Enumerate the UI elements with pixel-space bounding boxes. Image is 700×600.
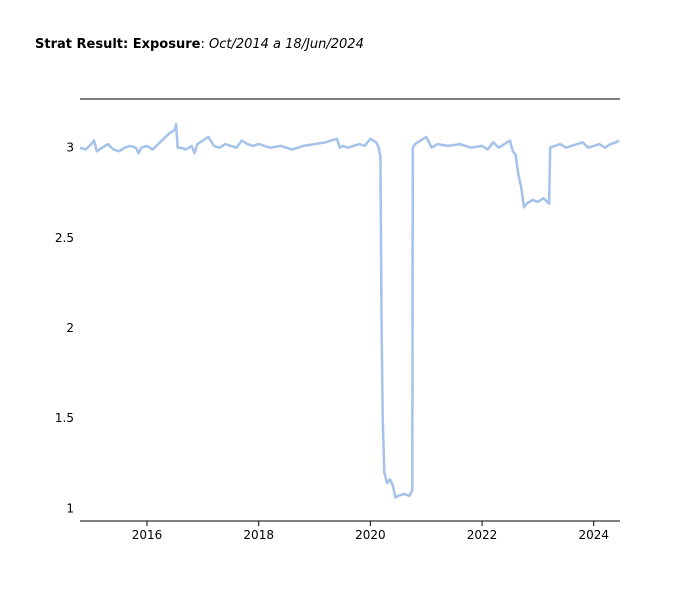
chart-title-main: Strat Result: Exposure — [35, 37, 201, 52]
x-tick-label: 2020 — [355, 528, 386, 542]
series-layer — [79, 122, 620, 499]
chart-title-separator: : — [200, 37, 209, 52]
y-tick-label: 2 — [66, 321, 74, 335]
y-tick-label: 2.5 — [55, 231, 74, 245]
y-tick-label: 1.5 — [55, 411, 74, 425]
x-tick-label: 2024 — [578, 528, 609, 542]
x-tick-label: 2018 — [243, 528, 274, 542]
chart-title-subtitle: Oct/2014 a 18/Jun/2024 — [208, 37, 364, 52]
chart-title: Strat Result: Exposure: Oct/2014 a 18/Ju… — [35, 37, 364, 52]
y-tick-label: 1 — [66, 501, 74, 515]
x-axis: 2016 2018 2020 2022 2024 — [132, 521, 609, 542]
exposure-series-line — [79, 122, 620, 499]
x-tick-label: 2016 — [132, 528, 163, 542]
y-axis: 1 1.5 2 2.5 3 — [55, 141, 74, 516]
x-tick-label: 2022 — [467, 528, 498, 542]
y-tick-label: 3 — [66, 141, 74, 155]
